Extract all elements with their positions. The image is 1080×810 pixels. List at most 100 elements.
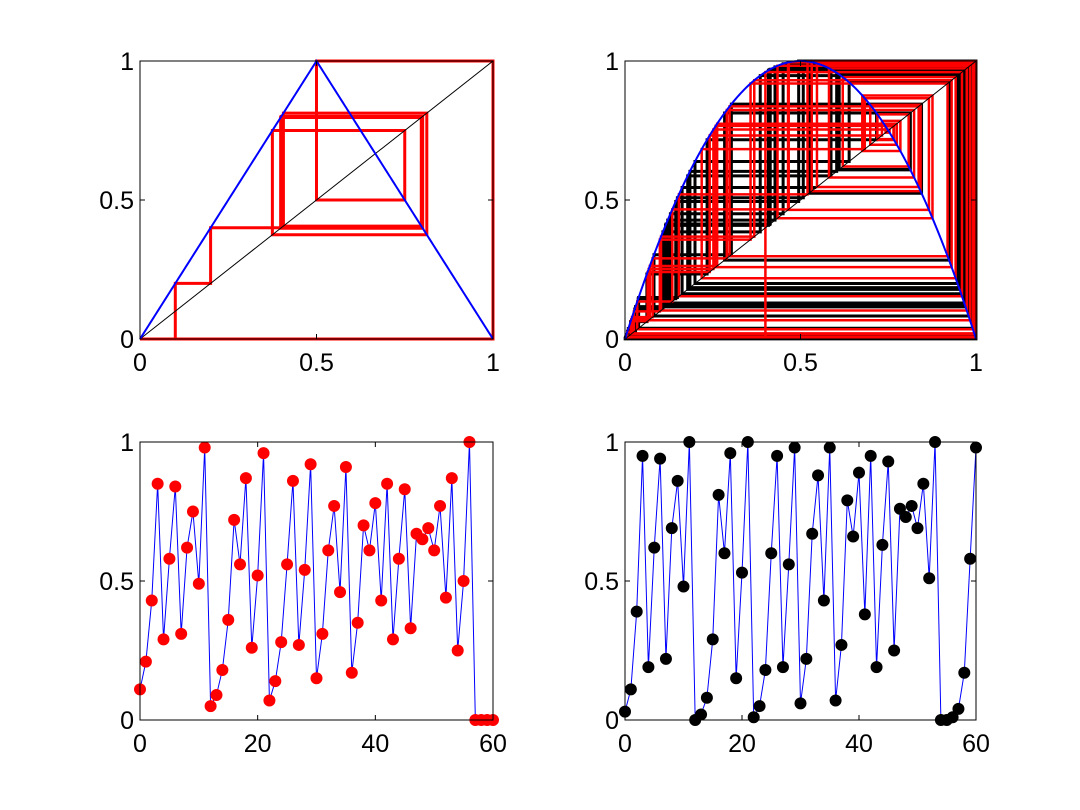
data-point [228,513,241,526]
logistic-y-tick-0: 0 [605,326,619,354]
data-point [357,519,370,532]
data-point [847,530,860,543]
data-point [776,661,789,674]
logistic-x-tick-0: 0 [618,349,632,377]
data-point [292,638,305,651]
data-point [630,605,643,618]
data-point [642,661,655,674]
data-point [858,608,871,621]
data-point [636,449,649,462]
data-point [234,558,247,571]
data-point [853,466,865,479]
data-point [823,441,836,454]
data-point [864,449,877,462]
tent-map-cobweb-panel: 0 0.5 1 0 0.5 1 [99,48,500,377]
data-point [835,638,848,651]
data-point [706,633,719,646]
data-point [181,541,194,554]
tent-series-x-tick-60: 60 [479,730,507,758]
tent-x-tick-1: 1 [486,349,500,377]
tent-series-y-tick-0.5: 0.5 [99,568,134,596]
data-point [899,511,912,524]
data-point [806,527,819,540]
data-point [624,683,637,696]
logistic-diagonal-line [624,60,977,340]
data-point [151,477,164,490]
logistic-series-x-tick-60: 60 [962,730,990,758]
data-point [304,458,317,471]
data-point [145,594,158,607]
logistic-y-tick-1: 1 [605,48,619,76]
data-point [386,633,399,646]
logistic-axis-ticks [624,60,977,340]
data-point [186,505,199,518]
data-point [893,502,906,515]
data-point [281,558,294,571]
data-point [665,522,678,535]
data-point [817,594,830,607]
data-point [163,552,176,565]
data-point [964,552,977,565]
data-point [812,469,825,482]
data-point [363,544,376,557]
data-point [298,563,311,576]
data-point [251,569,264,582]
data-point [911,522,924,535]
logistic-series-y-tick-1: 1 [605,429,619,457]
data-point [216,663,229,676]
tent-time-series-panel: 0 20 40 60 0 0.5 1 [99,429,507,758]
data-point [210,688,223,701]
data-point [334,586,347,599]
logistic-x-tick-1: 1 [969,349,983,377]
data-point [695,708,708,721]
tent-series-x-tick-40: 40 [361,730,389,758]
tent-x-tick-0: 0 [133,349,147,377]
data-point [445,472,458,485]
logistic-series-x-tick-0: 0 [618,730,632,758]
tent-series-markers [134,436,499,726]
data-point [416,533,429,546]
logistic-y-tick-0.5: 0.5 [584,187,619,215]
data-point [882,455,895,468]
data-point [439,591,452,604]
tent-series-y-tick-1: 1 [120,429,134,457]
logistic-series-markers [619,436,982,726]
data-point [392,552,405,565]
tent-y-tick-0: 0 [120,326,134,354]
tent-series-x-tick-0: 0 [133,730,147,758]
tent-series-x-tick-20: 20 [244,730,272,758]
tent-diagonal-line [139,60,494,340]
data-point [286,474,299,487]
data-point [724,447,737,460]
data-point [923,572,936,585]
tent-series-y-tick-0: 0 [120,707,134,735]
tent-y-tick-1: 1 [120,48,134,76]
data-point [345,666,358,679]
data-point [659,652,672,665]
data-point [712,488,725,501]
data-point [351,616,364,629]
data-point [753,700,766,713]
tent-x-tick-0.5: 0.5 [299,349,334,377]
data-point [139,655,152,668]
data-point [204,700,217,713]
logistic-x-tick-0.5: 0.5 [783,349,818,377]
data-point [192,577,205,590]
data-point [794,697,807,710]
data-point [800,652,813,665]
tent-series-axis-ticks [139,441,494,721]
data-point [222,613,235,626]
data-point [876,538,889,551]
logistic-map-cobweb-panel: 0 0.5 1 0 0.5 1 [584,48,983,377]
data-point [765,547,778,560]
data-point [316,627,329,640]
logistic-series-axis-ticks [624,441,977,721]
tent-y-tick-0.5: 0.5 [99,187,134,215]
logistic-series-y-tick-0.5: 0.5 [584,568,619,596]
data-point [736,566,748,579]
data-point [169,480,182,493]
data-point [239,472,252,485]
data-point [404,622,417,635]
data-point [157,633,170,646]
